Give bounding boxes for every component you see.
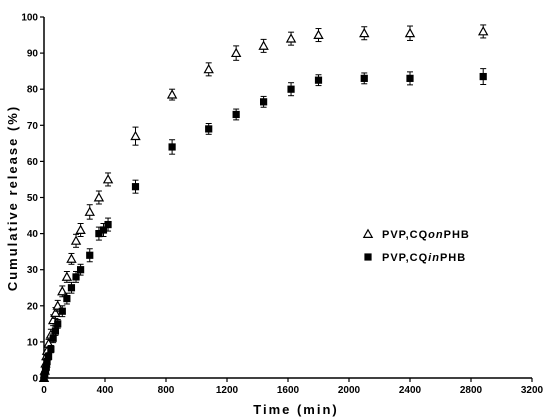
y-tick-label: 30: [27, 265, 39, 276]
data-point: [205, 125, 213, 133]
data-point: [102, 174, 114, 184]
data-point: [203, 63, 214, 74]
data-point: [86, 251, 94, 259]
data-point: [258, 40, 269, 50]
data-point: [72, 273, 80, 281]
legend-label-part: PHB: [444, 229, 470, 241]
legend-label-0: PVP,CQonPHB: [382, 229, 470, 241]
data-point: [63, 294, 71, 303]
y-tick-label: 40: [27, 229, 39, 240]
data-point: [54, 320, 62, 328]
data-point: [93, 192, 105, 202]
data-point: [58, 307, 66, 315]
data-point: [130, 130, 141, 141]
y-tick-label: 60: [27, 157, 39, 168]
x-axis-title: Time (min): [253, 402, 339, 417]
y-tick-label: 80: [27, 85, 39, 96]
x-tick-label: 2400: [399, 385, 422, 396]
x-tick-label: 1600: [277, 385, 300, 396]
data-point: [104, 220, 112, 229]
series-layer: [38, 24, 489, 382]
data-point: [47, 345, 55, 353]
x-tick-label: 400: [97, 385, 114, 396]
data-point: [404, 27, 416, 38]
data-point: [479, 72, 487, 81]
x-tick-label: 3200: [521, 385, 544, 396]
data-point: [77, 266, 85, 274]
y-tick-label: 90: [27, 49, 39, 60]
data-point: [44, 352, 53, 360]
series-1: [40, 68, 487, 382]
x-tick-label: 2000: [338, 385, 361, 396]
x-tick-label: 1200: [216, 385, 239, 396]
data-point: [131, 183, 140, 191]
x-tick-label: 2800: [460, 385, 483, 396]
legend-marker-1: [364, 253, 372, 261]
data-point: [67, 284, 76, 292]
data-point: [49, 334, 57, 342]
data-point: [314, 76, 323, 84]
data-point: [359, 27, 370, 38]
axes: 0 10 20 30 40 50 60 70 80 90 100 0 400 800 1200 1600 200…: [21, 13, 543, 397]
data-point: [99, 226, 108, 234]
data-point: [50, 307, 61, 317]
data-point: [66, 253, 77, 263]
data-point: [232, 110, 240, 119]
x-tick-label: 800: [158, 385, 175, 396]
data-point: [313, 29, 324, 40]
data-point: [260, 98, 268, 106]
data-point: [43, 358, 51, 366]
data-point: [40, 374, 48, 382]
data-point: [41, 370, 49, 378]
data-point: [360, 74, 368, 82]
y-tick-label: 100: [21, 13, 38, 24]
legend-label-part: PHB: [440, 252, 466, 264]
data-point: [168, 143, 176, 151]
legend-label-part: in: [428, 252, 440, 264]
legend-label-part: PVP,CQ: [382, 229, 428, 241]
legend-marker-0: [362, 228, 374, 238]
y-axis-title: Cumulative release (%): [5, 105, 20, 291]
data-point: [70, 235, 82, 245]
y-tick-label: 10: [27, 337, 39, 348]
data-point: [166, 89, 178, 99]
data-point: [285, 33, 297, 43]
legend-label-part: on: [428, 229, 443, 241]
legend-label-part: PVP,CQ: [382, 252, 428, 264]
data-point: [287, 85, 295, 93]
data-point: [406, 74, 414, 82]
y-tick-label: 0: [32, 374, 38, 385]
data-point: [51, 327, 60, 335]
x-tick-label: 0: [41, 385, 47, 396]
y-tick-label: 20: [27, 301, 39, 312]
legend-label-1: PVP,CQinPHB: [382, 252, 466, 264]
series-0: [38, 24, 489, 382]
data-point: [84, 206, 95, 216]
y-tick-label: 70: [27, 121, 39, 132]
data-point: [230, 47, 242, 58]
data-point: [95, 230, 103, 238]
data-point: [477, 26, 489, 36]
data-point: [75, 224, 86, 234]
data-point: [42, 363, 50, 371]
y-tick-label: 50: [27, 193, 39, 204]
data-point: [61, 271, 73, 281]
